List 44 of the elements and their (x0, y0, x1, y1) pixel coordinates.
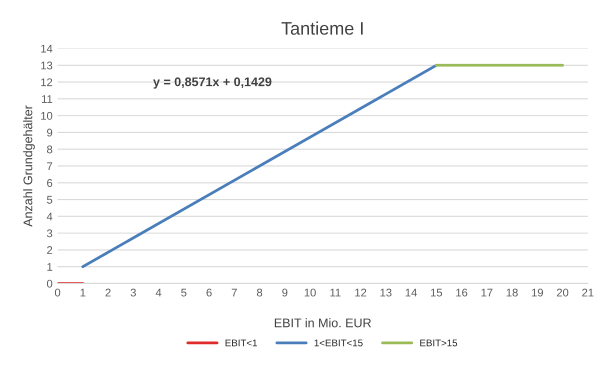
x-tick-label: 21 (582, 288, 594, 296)
y-tick-label: 4 (46, 212, 52, 220)
y-tick-label: 7 (47, 162, 52, 170)
x-tick-label: 20 (556, 288, 568, 297)
y-tick-label: 13 (41, 62, 52, 70)
y-tick-label: 6 (47, 179, 52, 187)
x-tick-label: 4 (156, 288, 162, 296)
x-tick-label: 16 (456, 288, 468, 297)
x-tick-label: 19 (532, 288, 543, 297)
y-tick-label: 0 (46, 280, 52, 288)
x-tick-label: 14 (406, 288, 417, 296)
y-tick-label: 2 (47, 246, 52, 254)
x-tick-label: 18 (506, 288, 518, 297)
legend-label: EBIT<1 (226, 340, 258, 346)
legend-label: EBIT>15 (420, 340, 458, 346)
y-tick-label: 11 (42, 95, 52, 103)
y-tick-label: 1 (47, 263, 52, 271)
chart-title: Tantieme I (281, 22, 363, 35)
x-tick-label: 12 (355, 288, 366, 296)
x-axis-title: EBIT in Mio. EUR (274, 318, 371, 328)
y-tick-label: 5 (46, 196, 52, 204)
x-tick-label: 2 (106, 288, 111, 296)
x-tick-label: 0 (54, 288, 60, 297)
legend-label: 1<EBIT<15 (314, 340, 363, 346)
y-tick-label: 14 (41, 44, 52, 53)
x-tick-label: 15 (430, 288, 442, 297)
x-tick-label: 7 (232, 288, 237, 296)
x-tick-label: 9 (282, 288, 288, 297)
x-tick-label: 6 (206, 288, 212, 297)
x-tick-label: 5 (181, 288, 186, 297)
x-tick-label: 11 (330, 288, 341, 296)
y-axis-title: Anzahl Grundgehälter (23, 105, 35, 227)
y-tick-label: 3 (46, 229, 52, 238)
x-tick-label: 10 (304, 288, 316, 297)
y-tick-label: 8 (47, 145, 52, 154)
y-tick-label: 9 (47, 128, 52, 137)
x-tick-label: 1 (80, 288, 86, 296)
x-tick-label: 13 (380, 288, 392, 297)
x-tick-label: 17 (481, 288, 492, 296)
x-tick-label: 8 (256, 288, 262, 297)
y-tick-label: 10 (41, 112, 52, 120)
x-tick-label: 3 (130, 288, 136, 297)
annotation: y = 0,8571x + 0,1429 (153, 77, 272, 89)
y-tick-label: 12 (41, 78, 52, 86)
